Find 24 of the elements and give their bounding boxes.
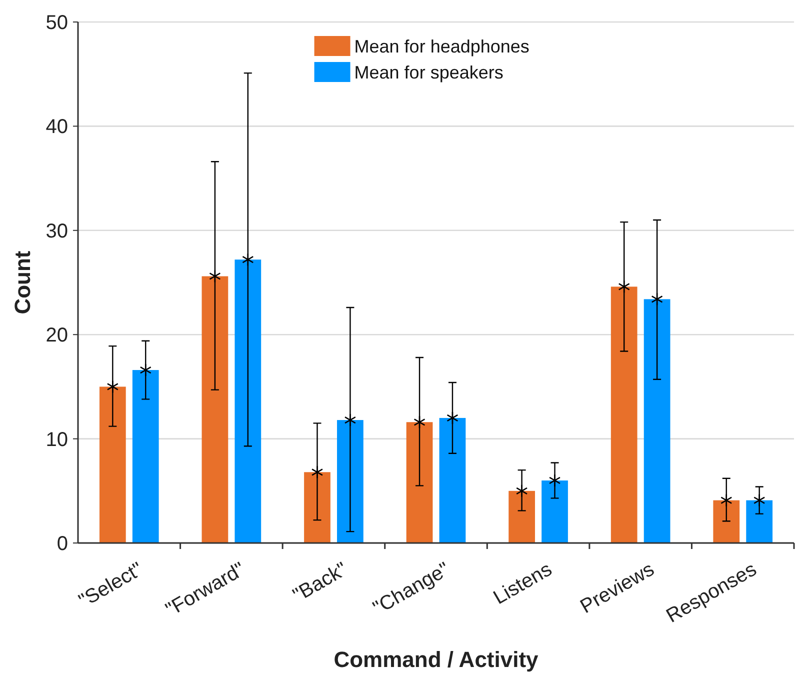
y-tick-label: 50 bbox=[46, 12, 68, 34]
bar bbox=[746, 500, 773, 543]
y-axis-title: Count bbox=[10, 250, 35, 314]
bar bbox=[713, 500, 740, 543]
y-tick-label: 40 bbox=[46, 116, 68, 138]
bar bbox=[644, 299, 670, 543]
bar bbox=[439, 418, 466, 543]
legend-label: Mean for speakers bbox=[354, 62, 504, 82]
bar bbox=[337, 420, 364, 543]
bar bbox=[406, 422, 433, 543]
y-tick-label: 20 bbox=[46, 324, 68, 347]
bar bbox=[304, 472, 330, 543]
bar bbox=[132, 370, 159, 543]
bar bbox=[542, 480, 568, 543]
bar bbox=[234, 260, 262, 543]
bar bbox=[202, 276, 228, 543]
bar bbox=[610, 286, 638, 543]
y-tick-label: 10 bbox=[46, 428, 68, 451]
bar bbox=[99, 386, 126, 543]
bar bbox=[508, 490, 535, 543]
y-tick-label: 0 bbox=[56, 533, 68, 555]
legend-label: Mean for headphones bbox=[354, 36, 530, 56]
y-tick-label: 30 bbox=[46, 220, 68, 242]
x-axis-title: Command / Activity bbox=[334, 647, 540, 672]
